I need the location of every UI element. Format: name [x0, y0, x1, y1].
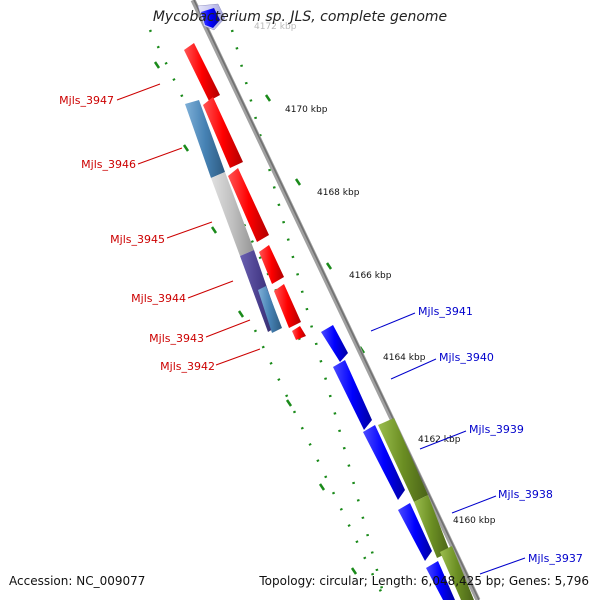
gene-label-connector [166, 221, 213, 239]
gene-label[interactable]: Mjls_3947 [59, 94, 114, 107]
scale-label: 4160 kbp [453, 516, 496, 526]
gene-mjls-3944[interactable] [259, 245, 284, 284]
gene-olive[interactable] [440, 546, 474, 600]
major-tick [210, 226, 218, 234]
strand-axis-shade [193, 0, 480, 600]
gene-label[interactable]: Mjls_3940 [439, 351, 494, 364]
topology-text: Topology: circular; Length: 6,048,425 bp… [259, 574, 589, 588]
gene-label-connector [187, 280, 234, 299]
major-tick [153, 61, 161, 69]
gene-mjls-3947[interactable] [184, 43, 220, 101]
gene-label[interactable]: Mjls_3945 [110, 233, 165, 246]
gene-label[interactable]: Mjls_3938 [498, 488, 553, 501]
gene-label[interactable]: Mjls_3944 [131, 292, 186, 305]
major-tick [285, 399, 293, 407]
scale-label: 4166 kbp [349, 271, 392, 281]
gene-olive[interactable] [378, 418, 428, 502]
scale-label: 4168 kbp [317, 188, 360, 198]
gene-label-connector [451, 495, 497, 514]
major-tick [237, 310, 245, 318]
gene-steelblue-lower[interactable] [258, 286, 282, 333]
gene-label[interactable]: Mjls_3946 [81, 158, 136, 171]
gene-label-connector [370, 312, 416, 332]
gene-gray[interactable] [211, 172, 254, 256]
gene-mjls-3940[interactable] [333, 360, 372, 430]
major-tick [182, 144, 190, 152]
tick-track-center [230, 29, 387, 600]
major-tick [350, 567, 358, 575]
gene-label[interactable]: Mjls_3937 [528, 552, 583, 565]
gene-label[interactable]: Mjls_3939 [469, 423, 524, 436]
gene-mjls-3945[interactable] [228, 168, 269, 242]
gene-mjls-3942[interactable] [292, 326, 306, 340]
gene-mjls-3937[interactable] [426, 561, 455, 600]
gene-mjls-3939[interactable] [363, 425, 405, 500]
gene-label[interactable]: Mjls_3941 [418, 305, 473, 318]
gene-label[interactable]: Mjls_3943 [149, 332, 204, 345]
scale-label: 4162 kbp [418, 435, 461, 445]
gene-label-connector [116, 83, 161, 101]
gene-mjls-3943[interactable] [274, 284, 301, 328]
gene-mjls-3941[interactable] [321, 325, 348, 362]
map-title: Mycobacterium sp. JLS, complete genome [152, 9, 448, 25]
accession-text: Accession: NC_009077 [9, 574, 146, 588]
tick-track-lower-left [253, 329, 387, 600]
major-tick [318, 483, 326, 491]
gene-olive[interactable] [414, 495, 450, 558]
gene-mjls-3946[interactable] [203, 97, 243, 168]
gene-arrow-top-blue[interactable] [201, 8, 220, 28]
scale-label: 4164 kbp [383, 353, 426, 363]
scale-label: 4172 kbp [254, 22, 297, 32]
major-tick [264, 94, 272, 102]
gene-label-connector [205, 319, 251, 338]
gene-label-connector [137, 147, 183, 165]
gene-label[interactable]: Mjls_3942 [160, 360, 215, 373]
strand-axis [190, 0, 481, 600]
gene-label-connector [390, 358, 437, 380]
major-tick [325, 262, 333, 270]
gene-label-connector [215, 348, 261, 366]
major-tick [294, 178, 302, 186]
gene-steelblue[interactable] [185, 100, 225, 178]
scale-label: 4170 kbp [285, 105, 328, 115]
gene-mjls-3938[interactable] [398, 503, 432, 561]
gene-label-connector [479, 557, 526, 575]
gene-label-connector [419, 430, 467, 450]
